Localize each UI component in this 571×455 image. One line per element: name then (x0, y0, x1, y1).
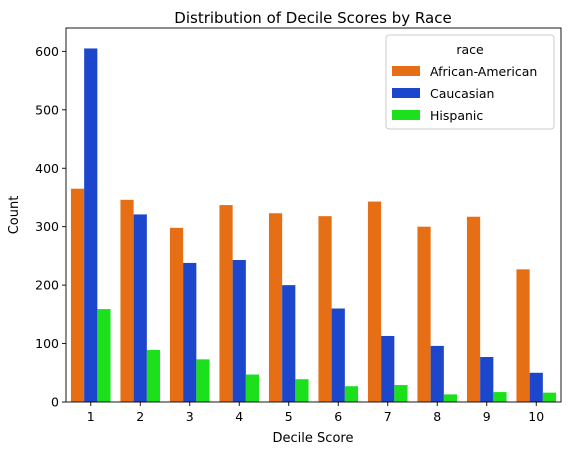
bar-african-american-1 (70, 188, 85, 402)
x-axis: 1 2 3 4 5 6 7 8 9 10 (87, 402, 544, 424)
bar-african-american-7 (367, 201, 382, 402)
legend: race African-American Caucasian Hispanic (385, 34, 555, 130)
y-tick-label: 0 (51, 395, 59, 410)
bar-african-american-5 (268, 213, 283, 402)
bar-caucasian-3 (183, 262, 197, 402)
bar-caucasian-4 (232, 260, 246, 402)
bar-african-american-10 (516, 269, 530, 402)
y-axis-title: Count (7, 196, 22, 235)
bar-hispanic-2 (146, 349, 161, 402)
y-axis: 0 100 200 300 400 500 600 (35, 44, 66, 410)
y-tick-label: 100 (35, 336, 59, 351)
bar-caucasian-8 (430, 345, 444, 402)
bar-hispanic-10 (542, 392, 557, 402)
x-tick-label: 3 (186, 409, 194, 424)
x-tick-label: 7 (384, 409, 392, 424)
legend-box (385, 34, 555, 130)
plot-frame (65, 27, 562, 403)
legend-swatch-caucasian (392, 88, 420, 98)
y-tick-label: 500 (35, 102, 59, 117)
legend-label-african-american: African-American (430, 64, 537, 79)
legend-swatch-african-american (392, 66, 420, 76)
y-tick-label: 200 (35, 278, 59, 293)
bar-caucasian-6 (331, 308, 345, 402)
bar-hispanic-9 (493, 392, 507, 402)
bar-african-american-4 (219, 205, 233, 402)
bar-african-american-9 (466, 216, 481, 402)
x-tick-label: 5 (285, 409, 293, 424)
y-tick-label: 400 (35, 161, 59, 176)
bar-african-american-6 (318, 216, 332, 402)
bar-hispanic-3 (196, 359, 210, 402)
bar-caucasian-9 (480, 357, 494, 402)
legend-label-caucasian: Caucasian (430, 86, 494, 101)
legend-swatch-hispanic (392, 110, 420, 120)
bar-hispanic-5 (295, 379, 309, 402)
bar-hispanic-4 (245, 374, 260, 402)
bar-african-american-2 (120, 199, 134, 402)
bar-caucasian-7 (381, 335, 395, 402)
bar-caucasian-1 (84, 48, 98, 402)
bar-hispanic-8 (443, 394, 458, 402)
x-tick-label: 1 (87, 409, 95, 424)
x-axis-title: Decile Score (273, 431, 354, 446)
x-tick-label: 8 (433, 409, 441, 424)
x-tick-label: 6 (334, 409, 342, 424)
legend-title: race (456, 42, 484, 57)
bar-caucasian-5 (282, 285, 296, 403)
x-tick-label: 2 (136, 409, 144, 424)
y-tick-label: 600 (35, 44, 59, 59)
bar-hispanic-6 (344, 386, 359, 402)
bar-hispanic-7 (394, 385, 408, 402)
bar-caucasian-10 (529, 372, 543, 402)
bar-hispanic-1 (97, 309, 111, 402)
legend-items: African-American Caucasian Hispanic (392, 64, 537, 123)
bar-african-american-8 (417, 226, 431, 402)
bar-african-american-3 (169, 227, 184, 402)
legend-label-hispanic: Hispanic (430, 108, 483, 123)
x-tick-label: 10 (528, 409, 544, 424)
bars-group (70, 48, 557, 403)
bar-caucasian-2 (133, 214, 147, 402)
y-tick-label: 300 (35, 219, 59, 234)
x-tick-label: 4 (235, 409, 243, 424)
chart-title: Distribution of Decile Scores by Race (174, 9, 451, 27)
x-tick-label: 9 (483, 409, 491, 424)
